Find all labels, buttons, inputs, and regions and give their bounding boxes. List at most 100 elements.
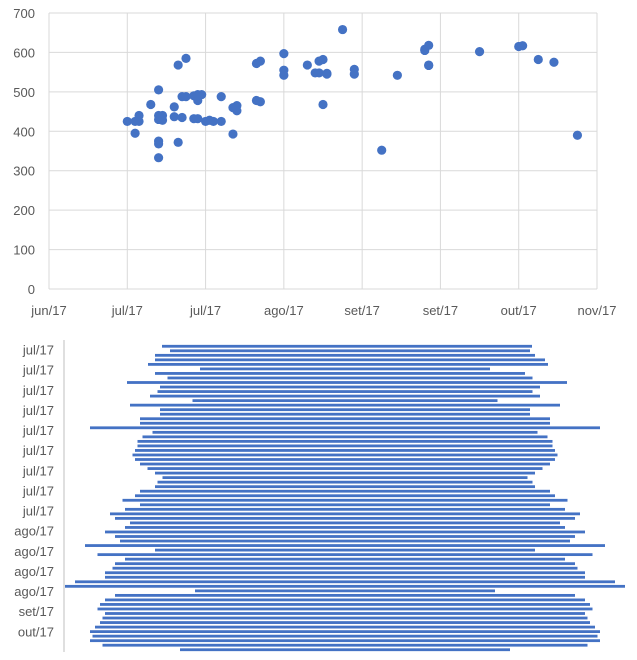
scatter-point <box>318 99 328 110</box>
y-tick-label: 400 <box>13 124 35 139</box>
bar <box>170 349 530 353</box>
scatter-point <box>474 47 485 57</box>
bar <box>115 562 575 566</box>
y-tick-label: 500 <box>13 85 35 100</box>
scatter-point <box>208 116 218 127</box>
bar <box>112 566 578 570</box>
y-tick-label: 300 <box>13 164 35 179</box>
scatter-point <box>134 116 144 127</box>
bar <box>130 403 560 407</box>
scatter-point <box>216 116 226 127</box>
x-tick-label: jul/17 <box>189 303 221 318</box>
scatter-point <box>181 53 191 63</box>
bar <box>115 516 575 520</box>
scatter-points <box>122 24 583 163</box>
bar-y-tick-label: jul/17 <box>22 363 54 378</box>
scatter-point <box>232 106 242 116</box>
bar <box>100 603 590 606</box>
bar <box>152 430 538 434</box>
scatter-point <box>146 99 156 110</box>
scatter-point <box>154 153 164 163</box>
bar-y-tick-label: jul/17 <box>22 443 54 458</box>
scatter-point <box>173 137 183 147</box>
x-tick-label: set/17 <box>344 303 379 318</box>
scatter-y-tick-labels: 0 100 200 300 400 500 600 700 <box>13 6 35 297</box>
bar <box>150 394 540 398</box>
bar <box>157 390 533 393</box>
bar <box>105 575 585 579</box>
bar <box>105 598 585 602</box>
bar <box>148 362 548 366</box>
bar <box>200 367 490 371</box>
bar <box>90 426 600 430</box>
bar-series <box>65 344 625 652</box>
bar-y-tick-label: jul/17 <box>22 343 54 358</box>
bar <box>97 607 593 611</box>
x-tick-label: jun/17 <box>30 303 66 318</box>
bar <box>120 539 570 543</box>
scatter-point <box>337 24 348 35</box>
bar <box>160 408 530 412</box>
bar-y-tick-label: jul/17 <box>22 463 54 478</box>
scatter-point <box>169 112 179 122</box>
scatter-point <box>392 70 402 80</box>
bar <box>137 444 553 448</box>
bar <box>155 358 545 362</box>
y-tick-label: 700 <box>13 6 35 21</box>
bar <box>130 521 560 525</box>
scatter-point <box>169 102 179 112</box>
x-tick-label: ago/17 <box>264 303 304 318</box>
bar <box>137 439 553 443</box>
bar <box>135 449 555 452</box>
bar-y-tick-label: jul/17 <box>22 483 54 498</box>
scatter-point <box>322 69 332 79</box>
bar <box>140 503 550 507</box>
y-tick-label: 200 <box>13 203 35 218</box>
bar <box>115 593 575 597</box>
bar <box>125 557 565 561</box>
scatter-point <box>255 56 265 66</box>
bar-y-tick-label: ago/17 <box>14 544 54 559</box>
bar <box>135 494 555 498</box>
y-tick-label: 600 <box>13 45 35 60</box>
bar <box>127 381 567 384</box>
bar-y-tick-label: jul/17 <box>22 383 54 398</box>
x-tick-label: nov/17 <box>577 303 616 318</box>
bar <box>105 530 585 534</box>
scatter-point <box>314 68 324 78</box>
scatter-point <box>518 41 528 51</box>
scatter-point <box>228 129 238 139</box>
scatter-point <box>173 60 183 70</box>
scatter-point <box>255 97 265 107</box>
bar <box>90 639 600 643</box>
bar-chart: jul/17 jul/17 jul/17 jul/17 jul/17 jul/17 jul/… <box>14 340 625 652</box>
bar <box>155 471 535 475</box>
bar-y-tick-label: set/17 <box>19 604 54 619</box>
bar <box>92 634 598 638</box>
bar <box>160 385 540 389</box>
y-tick-label: 100 <box>13 243 35 258</box>
bar-y-tick-label: jul/17 <box>22 403 54 418</box>
bar <box>142 435 548 439</box>
scatter-point <box>177 112 187 123</box>
scatter-point <box>349 69 359 79</box>
x-tick-label: out/17 <box>501 303 537 318</box>
scatter-point <box>318 54 328 65</box>
x-tick-label: set/17 <box>423 303 458 318</box>
bar-y-tick-label: out/17 <box>18 624 54 639</box>
bar <box>105 612 585 615</box>
bar <box>160 412 530 416</box>
bar <box>155 372 525 375</box>
bar <box>140 462 550 466</box>
bar <box>132 453 558 457</box>
scatter-point <box>154 139 164 149</box>
bar <box>110 512 580 516</box>
bar <box>140 421 550 425</box>
bar <box>155 353 535 357</box>
bar <box>85 544 605 547</box>
scatter-point <box>157 115 168 125</box>
x-tick-label: jul/17 <box>111 303 143 318</box>
bar <box>100 621 590 624</box>
scatter-point <box>424 60 434 71</box>
bar <box>75 580 615 584</box>
